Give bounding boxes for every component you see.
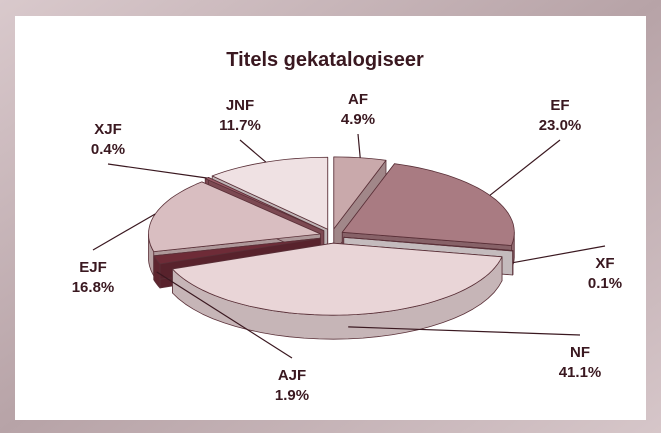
label-name: XJF xyxy=(94,121,122,138)
label-name: AJF xyxy=(278,367,306,384)
label-value: 11.7% xyxy=(219,117,261,134)
label-value: 1.9% xyxy=(275,387,309,404)
label-name: JNF xyxy=(226,97,254,114)
label-name: AF xyxy=(348,91,368,108)
label-name: EJF xyxy=(79,259,107,276)
chart-title: Titels gekatalogiseer xyxy=(226,49,424,71)
label-name: XF xyxy=(595,255,614,272)
label-value: 4.9% xyxy=(341,111,375,128)
label-value: 0.1% xyxy=(588,275,622,292)
label-value: 0.4% xyxy=(91,141,125,158)
label-value: 16.8% xyxy=(72,279,115,296)
label-name: NF xyxy=(570,344,590,361)
label-name: EF xyxy=(550,97,569,114)
label-value: 23.0% xyxy=(539,117,582,134)
panel xyxy=(15,16,646,420)
label-value: 41.1% xyxy=(559,364,602,381)
